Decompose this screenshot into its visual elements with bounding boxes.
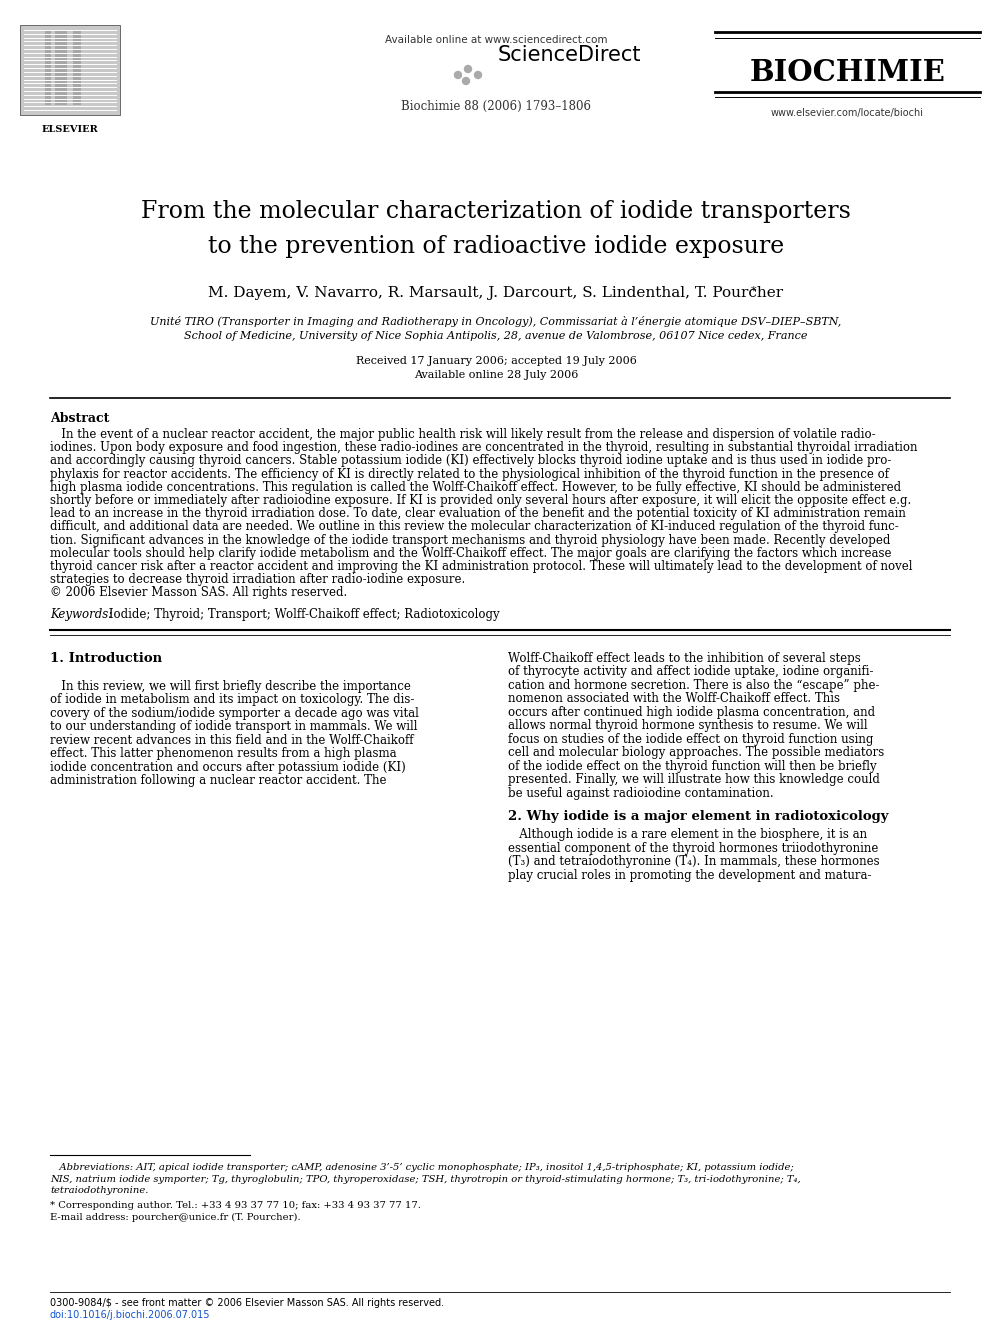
Circle shape [462,78,469,85]
Text: to the prevention of radioactive iodide exposure: to the prevention of radioactive iodide … [208,235,784,258]
Text: be useful against radioiodine contamination.: be useful against radioiodine contaminat… [508,787,774,799]
Text: Abstract: Abstract [50,411,109,425]
Text: focus on studies of the iodide effect on thyroid function using: focus on studies of the iodide effect on… [508,733,873,746]
Text: In this review, we will first briefly describe the importance: In this review, we will first briefly de… [50,680,411,693]
FancyBboxPatch shape [55,30,67,105]
Text: Abbreviations: AIT, apical iodide transporter; cAMP, adenosine 3’-5’ cyclic mono: Abbreviations: AIT, apical iodide transp… [50,1163,794,1172]
Text: ScienceDirect: ScienceDirect [498,45,642,65]
Circle shape [454,71,461,78]
Text: of the iodide effect on the thyroid function will then be briefly: of the iodide effect on the thyroid func… [508,759,877,773]
Text: review recent advances in this field and in the Wolff-Chaikoff: review recent advances in this field and… [50,733,414,746]
Text: cell and molecular biology approaches. The possible mediators: cell and molecular biology approaches. T… [508,746,884,759]
Text: shortly before or immediately after radioiodine exposure. If KI is provided only: shortly before or immediately after radi… [50,493,912,507]
Text: (T₃) and tetraiodothyronine (T₄). In mammals, these hormones: (T₃) and tetraiodothyronine (T₄). In mam… [508,855,880,868]
Text: tion. Significant advances in the knowledge of the iodide transport mechanisms a: tion. Significant advances in the knowle… [50,533,891,546]
Text: ELSEVIER: ELSEVIER [42,124,98,134]
Text: Biochimie 88 (2006) 1793–1806: Biochimie 88 (2006) 1793–1806 [401,101,591,112]
Text: occurs after continued high iodide plasma concentration, and: occurs after continued high iodide plasm… [508,705,875,718]
Text: iodide concentration and occurs after potassium iodide (KI): iodide concentration and occurs after po… [50,761,406,774]
Text: *: * [751,286,757,296]
Text: play crucial roles in promoting the development and matura-: play crucial roles in promoting the deve… [508,869,872,881]
Text: NIS, natrium iodide symporter; Tg, thyroglobulin; TPO, thyroperoxidase; TSH, thy: NIS, natrium iodide symporter; Tg, thyro… [50,1175,801,1184]
Text: cation and hormone secretion. There is also the “escape” phe-: cation and hormone secretion. There is a… [508,679,880,692]
Text: Iodide; Thyroid; Transport; Wolff-Chaikoff effect; Radiotoxicology: Iodide; Thyroid; Transport; Wolff-Chaiko… [105,607,500,620]
Text: of thyrocyte activity and affect iodide uptake, iodine organifi-: of thyrocyte activity and affect iodide … [508,665,874,679]
Text: Available online at www.sciencedirect.com: Available online at www.sciencedirect.co… [385,34,607,45]
Text: School of Medicine, University of Nice Sophia Antipolis, 28, avenue de Valombros: School of Medicine, University of Nice S… [185,331,807,341]
FancyBboxPatch shape [20,25,120,115]
Text: thyroid cancer risk after a reactor accident and improving the KI administration: thyroid cancer risk after a reactor acci… [50,560,913,573]
Text: and accordingly causing thyroid cancers. Stable potassium iodide (KI) effectivel: and accordingly causing thyroid cancers.… [50,454,892,467]
Text: iodines. Upon body exposure and food ingestion, these radio-iodines are concentr: iodines. Upon body exposure and food ing… [50,441,918,454]
Text: Although iodide is a rare element in the biosphere, it is an: Although iodide is a rare element in the… [508,828,867,841]
Text: 2. Why iodide is a major element in radiotoxicology: 2. Why iodide is a major element in radi… [508,810,889,823]
Circle shape [474,71,481,78]
Text: essential component of the thyroid hormones triiodothyronine: essential component of the thyroid hormo… [508,841,878,855]
Text: Received 17 January 2006; accepted 19 July 2006: Received 17 January 2006; accepted 19 Ju… [355,356,637,366]
Text: Available online 28 July 2006: Available online 28 July 2006 [414,370,578,380]
Text: © 2006 Elsevier Masson SAS. All rights reserved.: © 2006 Elsevier Masson SAS. All rights r… [50,586,347,599]
Text: presented. Finally, we will illustrate how this knowledge could: presented. Finally, we will illustrate h… [508,773,880,786]
Text: lead to an increase in the thyroid irradiation dose. To date, clear evaluation o: lead to an increase in the thyroid irrad… [50,507,906,520]
Text: Wolff-Chaikoff effect leads to the inhibition of several steps: Wolff-Chaikoff effect leads to the inhib… [508,652,861,664]
Text: BIOCHIMIE: BIOCHIMIE [750,58,945,87]
Text: * Corresponding author. Tel.: +33 4 93 37 77 10; fax: +33 4 93 37 77 17.: * Corresponding author. Tel.: +33 4 93 3… [50,1201,421,1211]
Text: Unité TIRO (Transporter in Imaging and Radiotherapy in Oncology), Commissariat à: Unité TIRO (Transporter in Imaging and R… [151,316,841,327]
Circle shape [464,66,471,73]
Text: In the event of a nuclear reactor accident, the major public health risk will li: In the event of a nuclear reactor accide… [50,429,876,441]
Text: to our understanding of iodide transport in mammals. We will: to our understanding of iodide transport… [50,720,418,733]
Text: molecular tools should help clarify iodide metabolism and the Wolff-Chaikoff eff: molecular tools should help clarify iodi… [50,546,892,560]
Text: Keywords:: Keywords: [50,607,112,620]
Text: From the molecular characterization of iodide transporters: From the molecular characterization of i… [141,200,851,224]
Text: difficult, and additional data are needed. We outline in this review the molecul: difficult, and additional data are neede… [50,520,899,533]
Text: 1. Introduction: 1. Introduction [50,652,162,664]
Text: effect. This latter phenomenon results from a high plasma: effect. This latter phenomenon results f… [50,747,397,761]
Text: covery of the sodium/iodide symporter a decade ago was vital: covery of the sodium/iodide symporter a … [50,706,419,720]
Text: strategies to decrease thyroid irradiation after radio-iodine exposure.: strategies to decrease thyroid irradiati… [50,573,465,586]
Text: 0300-9084/$ - see front matter © 2006 Elsevier Masson SAS. All rights reserved.: 0300-9084/$ - see front matter © 2006 El… [50,1298,444,1308]
Text: doi:10.1016/j.biochi.2006.07.015: doi:10.1016/j.biochi.2006.07.015 [50,1310,210,1320]
Text: tetraiodothyronine.: tetraiodothyronine. [50,1185,149,1195]
Text: E-mail address: pourcher@unice.fr (T. Pourcher).: E-mail address: pourcher@unice.fr (T. Po… [50,1213,301,1222]
Text: nomenon associated with the Wolff-Chaikoff effect. This: nomenon associated with the Wolff-Chaiko… [508,692,840,705]
Text: high plasma iodide concentrations. This regulation is called the Wolff-Chaikoff : high plasma iodide concentrations. This … [50,480,901,493]
Text: administration following a nuclear reactor accident. The: administration following a nuclear react… [50,774,387,787]
Text: M. Dayem, V. Navarro, R. Marsault, J. Darcourt, S. Lindenthal, T. Pourcher: M. Dayem, V. Navarro, R. Marsault, J. Da… [208,286,784,300]
Text: allows normal thyroid hormone synthesis to resume. We will: allows normal thyroid hormone synthesis … [508,720,868,732]
Text: of iodide in metabolism and its impact on toxicology. The dis-: of iodide in metabolism and its impact o… [50,693,415,706]
Text: www.elsevier.com/locate/biochi: www.elsevier.com/locate/biochi [771,108,924,118]
Text: phylaxis for reactor accidents. The efficiency of KI is directly related to the : phylaxis for reactor accidents. The effi… [50,467,889,480]
FancyBboxPatch shape [45,30,51,105]
FancyBboxPatch shape [73,30,81,105]
